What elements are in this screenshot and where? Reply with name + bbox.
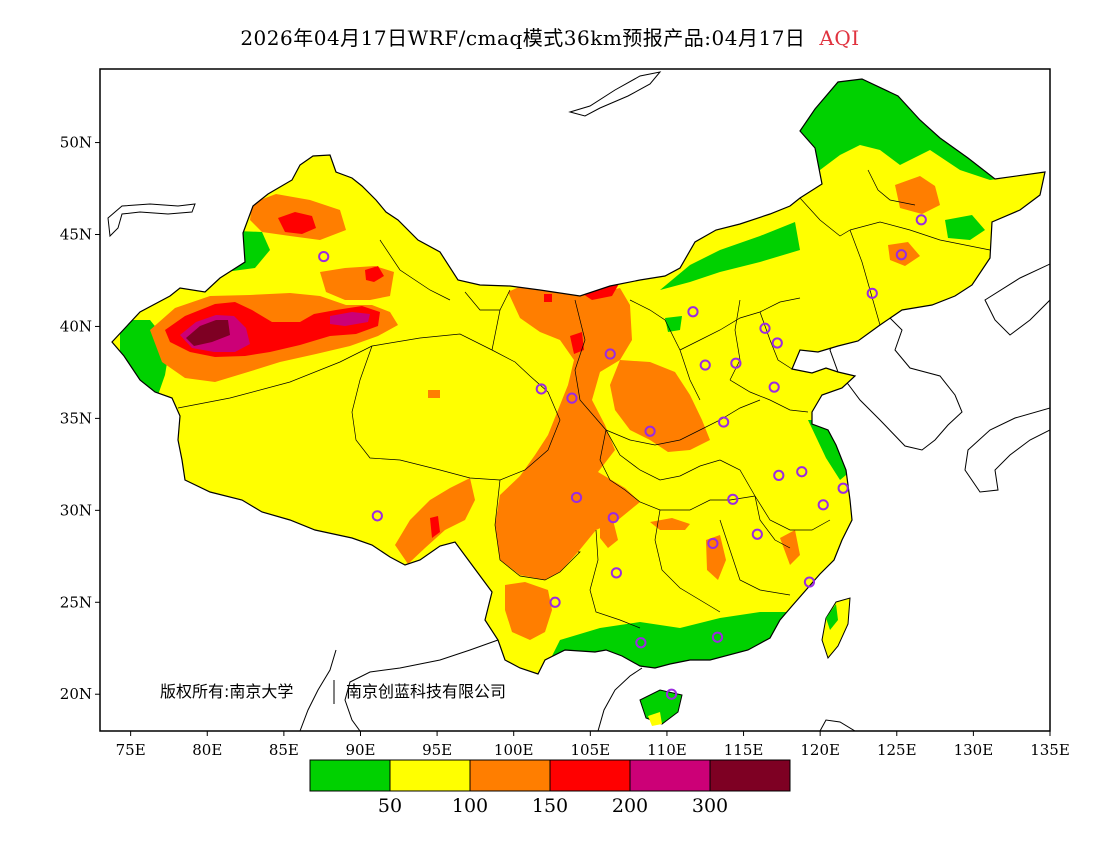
city-marker	[759, 322, 771, 334]
city-marker	[771, 337, 783, 349]
city-marker	[796, 466, 808, 478]
city-marker	[535, 383, 547, 395]
legend-swatch	[389, 759, 471, 792]
lon-tick-label: 105E	[571, 741, 611, 759]
lon-tick-label: 125E	[877, 741, 917, 759]
city-marker	[895, 249, 907, 261]
city-marker	[687, 306, 699, 318]
city-marker	[817, 499, 829, 511]
city-marker	[837, 482, 849, 494]
city-marker	[644, 425, 656, 437]
city-marker	[604, 348, 616, 360]
city-marker	[665, 688, 678, 700]
lon-tick-label: 130E	[954, 741, 994, 759]
city-marker	[773, 469, 785, 481]
legend-label: 150	[532, 795, 568, 817]
japan-sea-coast	[984, 263, 1050, 336]
city-marker	[549, 596, 561, 608]
latitude-axis: 20N 25N 30N 35N 40N 45N 50N	[60, 134, 100, 703]
city-marker	[727, 493, 739, 505]
legend-swatch	[549, 759, 631, 792]
city-marker	[730, 357, 742, 369]
city-marker	[699, 359, 711, 371]
legend-label: 200	[612, 795, 648, 817]
lat-tick-label: 40N	[60, 317, 92, 335]
city-marker	[610, 567, 622, 579]
city-marker	[318, 250, 330, 263]
city-marker	[570, 491, 583, 504]
lon-tick-label: 95E	[422, 741, 452, 759]
legend-swatch	[709, 759, 791, 792]
taiwan-island	[821, 597, 851, 660]
city-marker	[866, 287, 878, 299]
lat-tick-label: 25N	[60, 593, 92, 611]
city-marker	[607, 512, 619, 524]
legend-swatch	[629, 759, 711, 792]
aqi-magenta-zone-2	[330, 312, 370, 326]
city-marker	[707, 537, 719, 550]
japan-coast	[964, 407, 1050, 493]
baikal-lake	[568, 71, 662, 117]
lon-tick-label: 115E	[724, 741, 764, 759]
title-text: 2026年04月17日WRF/cmaq模式36km预报产品:04月17日	[240, 26, 806, 50]
lat-tick-label: 50N	[60, 134, 92, 152]
lon-tick-label: 135E	[1030, 741, 1070, 759]
city-marker	[711, 631, 724, 643]
legend-label: 300	[692, 795, 728, 817]
title-variable: AQI	[819, 26, 860, 50]
city-marker	[718, 416, 730, 428]
legend-label: 50	[378, 795, 402, 817]
legend-label: 100	[452, 795, 488, 817]
city-marker	[751, 528, 763, 540]
caspian-coast	[107, 203, 196, 238]
city-marker	[768, 381, 780, 393]
longitude-axis: 75E 80E 85E 90E 95E 100E 105E 110E 115E 120E 125E 1…	[116, 731, 1070, 759]
taiwan-north	[826, 604, 838, 630]
lon-tick-label: 120E	[800, 741, 840, 759]
lat-tick-label: 30N	[60, 501, 92, 519]
province-borders	[177, 169, 991, 629]
legend-swatch	[469, 759, 551, 792]
lat-tick-label: 35N	[60, 409, 92, 427]
southeast-asia-coast	[344, 639, 499, 731]
aqi-maroon-zone	[186, 320, 230, 346]
china-border	[111, 78, 1046, 675]
copyright-owner: 版权所有:南京大学	[160, 682, 293, 701]
indochina-coast	[597, 667, 643, 731]
aqi-legend: 50 100 150 200 300	[309, 759, 791, 817]
city-marker	[635, 637, 647, 649]
lon-tick-label: 85E	[269, 741, 299, 759]
lon-tick-label: 80E	[192, 741, 222, 759]
copyright-partner: 南京创蓝科技有限公司	[346, 682, 506, 701]
india-coast	[299, 649, 337, 731]
legend-swatch	[309, 759, 391, 792]
city-marker	[566, 392, 578, 404]
hainan-south	[648, 712, 662, 726]
city-marker	[915, 214, 927, 226]
lat-tick-label: 20N	[60, 685, 92, 703]
city-marker	[371, 510, 383, 522]
lon-tick-label: 110E	[647, 741, 687, 759]
lon-tick-label: 90E	[345, 741, 375, 759]
lat-tick-label: 45N	[60, 226, 92, 244]
map-title: 2026年04月17日WRF/cmaq模式36km预报产品:04月17日 AQI	[0, 22, 1100, 51]
philippines-coast	[819, 719, 856, 731]
lon-tick-label: 75E	[116, 741, 146, 759]
city-marker	[803, 576, 816, 588]
lon-tick-label: 100E	[494, 741, 534, 759]
city-markers	[318, 214, 927, 700]
